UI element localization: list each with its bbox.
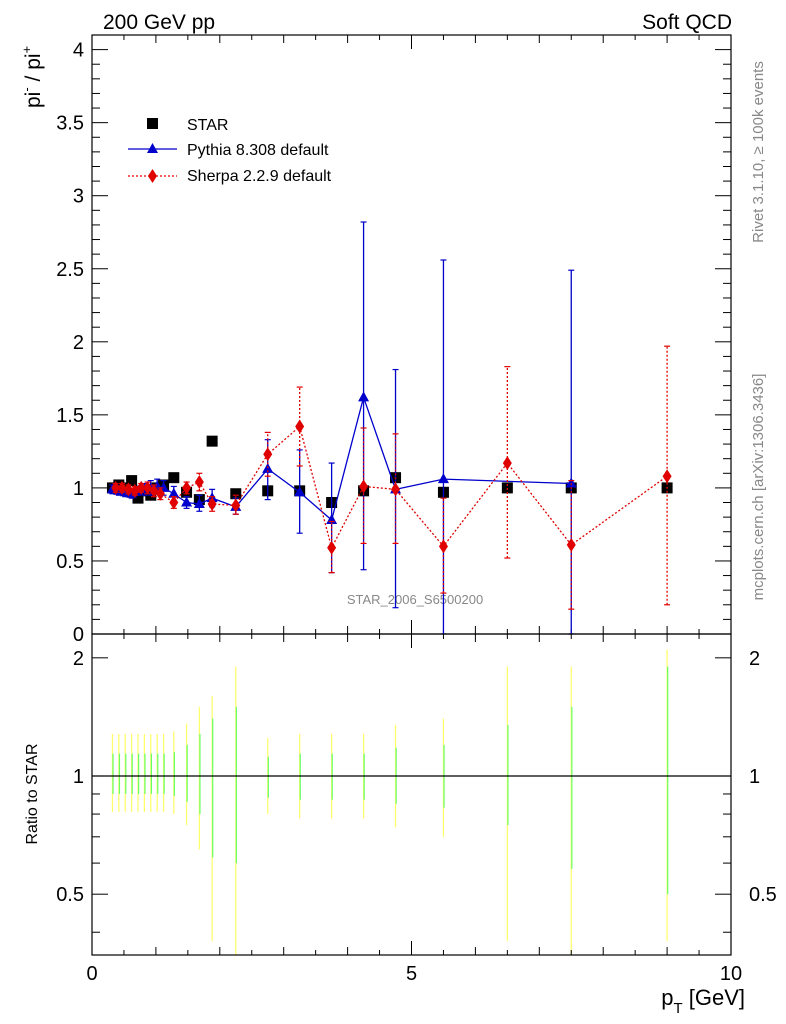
main-y-tick-label: 1 bbox=[73, 478, 84, 500]
legend-star-marker bbox=[147, 118, 158, 129]
sherpa-point bbox=[295, 419, 305, 434]
ratio-y-axis-label: Ratio to STAR bbox=[24, 743, 41, 844]
pythia-point bbox=[181, 496, 193, 507]
ratio-y-tick-label-left: 1 bbox=[73, 766, 84, 788]
sherpa-point bbox=[155, 486, 165, 501]
pythia-point bbox=[193, 497, 205, 508]
legend: STAR Pythia 8.308 default Sherpa 2.2.9 d… bbox=[128, 117, 332, 185]
pythia-point bbox=[565, 477, 577, 488]
main-y-tick-label: 2 bbox=[73, 332, 84, 354]
star-point bbox=[132, 492, 144, 504]
star-point bbox=[126, 475, 138, 487]
header-right-label: Soft QCD bbox=[642, 11, 732, 34]
legend-pythia-marker bbox=[147, 143, 158, 153]
x-label-sub: T bbox=[673, 1000, 682, 1017]
star-point bbox=[501, 482, 513, 494]
main-y-tick-label: 3 bbox=[73, 186, 84, 208]
sherpa-point bbox=[143, 480, 153, 495]
rivet-version-label: Rivet 3.1.10, ≥ 100k events bbox=[750, 61, 767, 243]
series-line-1 bbox=[112, 395, 572, 522]
sherpa-point bbox=[502, 456, 512, 471]
ratio-y-tick-label-right: 2 bbox=[749, 648, 760, 670]
main-y-tick-label: 3.5 bbox=[56, 113, 84, 135]
main-y-tick-label: 1.5 bbox=[56, 405, 84, 427]
sherpa-point bbox=[111, 480, 121, 495]
main-y-tick-label: 0.5 bbox=[56, 551, 84, 573]
ratio-frame bbox=[91, 633, 732, 956]
y-label-sep: / pi bbox=[22, 53, 45, 87]
main-y-tick-label: 4 bbox=[73, 40, 84, 62]
sherpa-point bbox=[438, 539, 448, 554]
x-tick-label: 10 bbox=[720, 963, 742, 985]
analysis-watermark: STAR_2006_S6500200 bbox=[347, 592, 483, 607]
ratio-y-tick-label-right: 0.5 bbox=[749, 884, 777, 906]
sherpa-point bbox=[263, 447, 273, 462]
pythia-point bbox=[294, 486, 306, 497]
x-axis-label: pT [GeV] bbox=[661, 985, 745, 1017]
sherpa-point bbox=[149, 483, 159, 498]
series-line-2 bbox=[115, 425, 668, 550]
legend-sherpa-label: Sherpa 2.2.9 default bbox=[187, 168, 332, 185]
main-y-tick-label: 0 bbox=[73, 624, 84, 646]
legend-star-label: STAR bbox=[187, 117, 228, 134]
main-y-axis-label: pi- / pi+ bbox=[19, 46, 45, 108]
sherpa-point bbox=[123, 482, 133, 497]
pythia-point bbox=[326, 514, 338, 525]
ratio-y-tick-label-left: 0.5 bbox=[56, 884, 84, 906]
x-tick-label: 5 bbox=[406, 963, 417, 985]
sherpa-point bbox=[231, 498, 241, 513]
sherpa-point bbox=[391, 482, 401, 497]
mcplots-label: mcplots.cern.ch [arXiv:1306.3436] bbox=[750, 374, 767, 601]
sherpa-point bbox=[169, 495, 179, 510]
sherpa-point bbox=[359, 479, 369, 494]
sherpa-point bbox=[662, 469, 672, 484]
sherpa-point bbox=[566, 537, 576, 552]
x-tick-label: 0 bbox=[86, 963, 97, 985]
x-label-unit: [GeV] bbox=[683, 985, 745, 1010]
sherpa-point bbox=[117, 480, 127, 495]
sherpa-point bbox=[194, 475, 204, 490]
sherpa-point bbox=[136, 480, 146, 495]
pythia-point bbox=[168, 487, 180, 498]
ratio-y-tick-label-left: 2 bbox=[73, 648, 84, 670]
legend-sherpa-marker bbox=[148, 169, 157, 183]
y-label-base: pi bbox=[22, 92, 45, 108]
ratio-panel: 0 5 10 0.5 0.5 1 1 2 2 bbox=[56, 633, 777, 985]
star-point bbox=[206, 435, 218, 447]
sherpa-point bbox=[207, 496, 217, 511]
y-label-sup-minus: - bbox=[19, 87, 34, 91]
sherpa-point bbox=[130, 483, 140, 498]
x-label-base: p bbox=[661, 985, 673, 1010]
y-label-sup-plus: + bbox=[19, 46, 34, 54]
main-y-tick-label: 2.5 bbox=[56, 259, 84, 281]
pythia-point bbox=[437, 473, 449, 484]
pythia-point bbox=[358, 391, 370, 402]
header-left-label: 200 GeV pp bbox=[103, 11, 215, 34]
main-panel: 0 0.5 1 1.5 2 2.5 3 3.5 4 bbox=[56, 34, 732, 646]
legend-pythia-label: Pythia 8.308 default bbox=[187, 142, 329, 159]
star-point bbox=[230, 488, 242, 500]
sherpa-point bbox=[182, 480, 192, 495]
ratio-y-tick-label-right: 1 bbox=[749, 766, 760, 788]
sherpa-point bbox=[327, 540, 337, 555]
star-point bbox=[168, 472, 180, 484]
